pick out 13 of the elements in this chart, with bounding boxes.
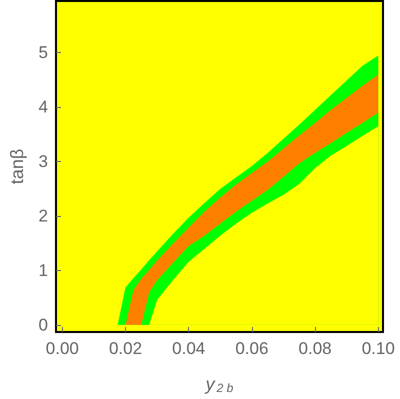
x-tick-label: 0.10	[362, 339, 395, 358]
y-tick-label: 3	[38, 152, 48, 172]
y-tick-label: 0	[38, 315, 48, 334]
x-tick-label: 0.04	[172, 339, 206, 358]
y-axis-title: tanβ	[7, 148, 27, 184]
x-tick-label: 0.02	[108, 339, 142, 358]
y-tick-label: 1	[38, 260, 48, 280]
x-tick-label: 0.08	[298, 339, 332, 358]
x-tick-label: 0.00	[46, 339, 79, 358]
y-tick-label: 5	[38, 43, 48, 62]
y-tick-label: 2	[38, 206, 48, 226]
y-tick-label: 4	[38, 98, 48, 117]
x-tick-label: 0.06	[235, 339, 268, 358]
